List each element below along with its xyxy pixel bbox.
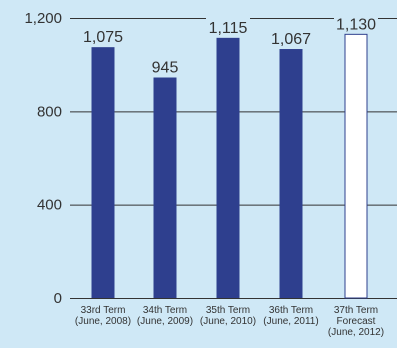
x-tick-label: 37th Term Forecast (June, 2012) (328, 305, 384, 338)
x-tick-label-line: (June, 2009) (137, 316, 193, 327)
x-tick-label-line: Forecast (337, 316, 376, 327)
y-tick-label: 800 (37, 103, 62, 120)
x-tick-label-line: (June, 2012) (328, 327, 384, 338)
data-label-background (143, 57, 187, 75)
x-tick-label-line: 35th Term (206, 305, 250, 316)
bar (216, 37, 240, 298)
data-label: 1,067 (271, 31, 311, 48)
data-label: 1,115 (209, 20, 248, 37)
data-label-background (334, 14, 378, 32)
bar (279, 49, 303, 299)
x-tick-label-line: (June, 2010) (200, 316, 256, 327)
x-tick-label-line: 34th Term (143, 305, 187, 316)
x-tick-label: 35th Term (June, 2010) (200, 305, 256, 327)
bar (91, 47, 115, 298)
x-axis-labels: 33rd Term (June, 2008)34th Term (June, 200… (75, 305, 384, 338)
y-tick-label: 400 (37, 197, 62, 214)
y-tick-label: 1,200 (24, 10, 62, 27)
x-tick-label-line: 33rd Term (81, 305, 126, 316)
data-label-background (81, 27, 125, 45)
x-tick-label-line: 36th Term (269, 305, 313, 316)
x-tick-label-line: 37th Term (334, 305, 378, 316)
y-tick-label: 0 (54, 290, 62, 307)
data-label-background (269, 29, 313, 47)
x-tick-label: 34th Term (June, 2009) (137, 305, 193, 327)
data-label: 1,075 (83, 29, 123, 46)
x-tick-label-line: (June, 2011) (263, 316, 318, 327)
data-label: 945 (152, 60, 179, 77)
data-label: 1,130 (336, 16, 376, 33)
bars: 1,075 945 1,115 1,067 1,130 (81, 14, 378, 299)
x-tick-label: 33rd Term (June, 2008) (75, 305, 131, 327)
x-tick-label-line: (June, 2008) (75, 316, 131, 327)
bar (153, 77, 177, 298)
data-label-background (206, 17, 250, 35)
x-tick-label: 36th Term (June, 2011) (263, 305, 318, 327)
forecast-bar (344, 33, 368, 299)
y-axis: 0 400 800 1,200 (24, 10, 62, 307)
